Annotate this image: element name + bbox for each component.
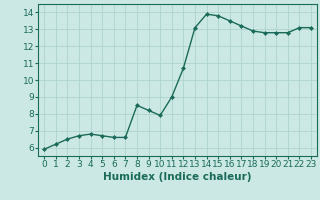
X-axis label: Humidex (Indice chaleur): Humidex (Indice chaleur) [103,172,252,182]
